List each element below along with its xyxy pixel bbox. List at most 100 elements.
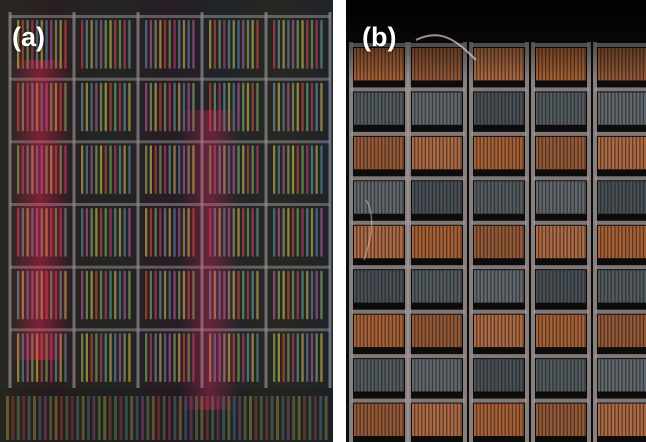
electrode-finger [359,225,361,259]
electrode-finger [388,181,390,214]
electrode-finger [356,359,358,392]
electrode-finger [501,136,503,170]
electrode-cell [471,265,527,303]
electrode-finger [446,270,448,303]
electrode-finger [414,181,416,214]
electrode-finger [639,270,641,303]
electrode-finger [617,314,620,348]
electrode-finger [486,136,488,170]
electrode-finger [538,359,540,392]
electrode-finger [635,181,637,214]
electrode-finger [508,181,510,214]
electrode-finger [456,314,459,348]
electrode-finger [479,136,481,170]
electrode-finger [504,92,506,125]
electrode-finger [356,225,358,259]
electrode-finger [391,181,393,214]
electrode-cell [595,87,646,125]
electrode-finger [456,92,459,125]
electrode-finger [414,314,416,348]
electrode-finger [545,403,547,436]
electrode-finger [628,136,630,170]
electrode-finger [395,181,397,214]
electrode-finger [486,314,488,348]
electrode-finger [603,314,605,348]
electrode-finger [545,270,547,303]
electrode-finger [600,92,602,125]
bus-bar [533,309,589,314]
electrode-finger [439,181,441,214]
electrode-finger [632,314,634,348]
electrode-finger [603,270,605,303]
electrode-finger [563,225,565,259]
electrode-finger [522,181,524,214]
electrode-finger [504,403,506,436]
electrode-finger [377,403,379,436]
electrode-finger [424,314,426,348]
electrode-finger [431,92,434,125]
electrode-finger [402,92,404,125]
electrode-finger [614,225,616,259]
electrode-finger [642,92,645,125]
electrode-finger [384,136,386,170]
electrode-cell [351,87,407,125]
electrode-finger [607,136,609,170]
electrode-finger [493,314,496,348]
electrode-finger [518,92,521,125]
electrode-finger [625,225,627,259]
electrode-finger [577,136,579,170]
electrode-finger [625,181,627,214]
electrode-finger [632,181,634,214]
electrode-finger [584,225,586,259]
electrode-finger [391,359,393,392]
electrode-finger [497,359,499,392]
electrode-finger [483,92,485,125]
electrode-finger [449,359,451,392]
electrode-finger [476,136,478,170]
electrode-finger [490,92,492,125]
electrode-finger [384,225,386,259]
electrode-finger [456,359,459,392]
electrode-finger [359,270,361,303]
electrode-finger [573,225,575,259]
electrode-finger [607,225,609,259]
electrode-finger [377,181,379,214]
electrode-finger [563,403,565,436]
electrode-finger [563,92,565,125]
electrode-finger [421,314,423,348]
electrode-finger [446,136,448,170]
electrode-finger [511,314,513,348]
electrode-finger [642,314,645,348]
electrode-finger [381,92,383,125]
electrode-finger [566,225,568,259]
electrode-finger [431,314,434,348]
electrode-finger [417,270,419,303]
electrode-finger [486,270,488,303]
electrode-finger [391,270,393,303]
electrode-finger [414,136,416,170]
electrode-finger [621,181,623,214]
electrode-finger [548,92,550,125]
electrode-finger [639,359,641,392]
electrode-finger [617,136,620,170]
electrode-finger [632,92,634,125]
electrode-finger [439,92,441,125]
electrode-finger [600,136,602,170]
electrode-finger [446,359,448,392]
electrode-finger [417,181,419,214]
electrode-finger [388,403,390,436]
electrode-finger [388,270,390,303]
electrode-finger [370,225,372,259]
photo-panel-b: (b) [346,0,646,442]
electrode-finger [639,403,641,436]
electrode-finger [431,136,434,170]
electrode-cell [351,309,407,348]
electrode-finger [388,225,390,259]
electrode-finger [395,225,397,259]
electrode-finger [607,359,609,392]
electrode-finger [435,92,437,125]
top-shadow [346,0,646,80]
electrode-finger [363,136,365,170]
panel-b-label: (b) [362,22,397,52]
electrode-finger [493,403,496,436]
